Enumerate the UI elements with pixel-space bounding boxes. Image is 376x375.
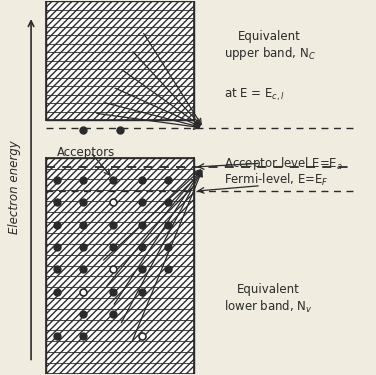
Bar: [46, 2, 194, 120]
Text: at E = E$_{c,l}$: at E = E$_{c,l}$: [224, 86, 285, 103]
Text: Acceptors: Acceptors: [57, 146, 115, 159]
Text: Electron energy: Electron energy: [8, 141, 21, 234]
Text: Fermi-level, E=E$_F$: Fermi-level, E=E$_F$: [224, 172, 329, 188]
Text: Equivalent
lower band, N$_v$: Equivalent lower band, N$_v$: [224, 284, 312, 315]
Text: Equivalent
upper band, N$_C$: Equivalent upper band, N$_C$: [224, 30, 316, 62]
Bar: [46, 158, 194, 374]
Text: Acceptor level E=E$_a$: Acceptor level E=E$_a$: [224, 155, 343, 172]
